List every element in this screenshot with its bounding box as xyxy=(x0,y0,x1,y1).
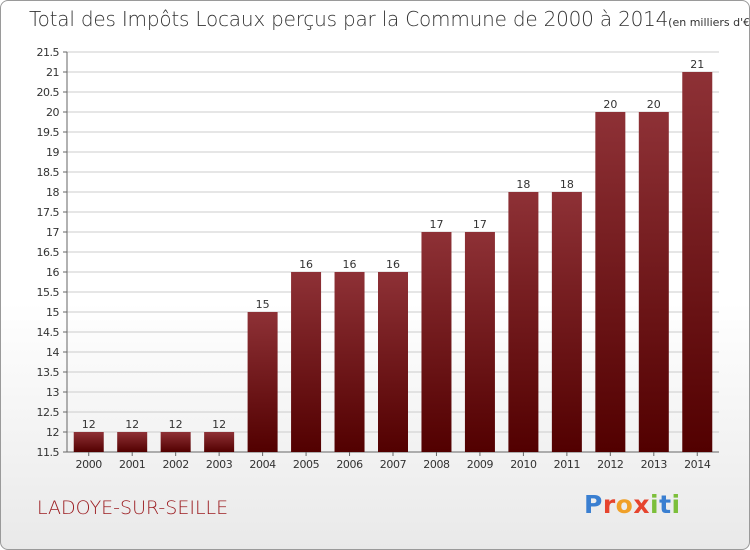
x-tick-label: 2001 xyxy=(119,458,145,471)
x-tick-label: 2010 xyxy=(510,458,537,471)
y-tick-label: 21 xyxy=(46,66,59,79)
y-tick-label: 16 xyxy=(46,266,59,279)
data-label: 12 xyxy=(169,418,183,431)
commune-name: LADOYE-SUR-SEILLE xyxy=(37,497,229,519)
chart-title: Total des Impôts Locaux perçus par la Co… xyxy=(29,7,750,31)
bar xyxy=(247,312,278,452)
bar xyxy=(421,232,452,452)
y-tick-label: 14.5 xyxy=(37,326,60,339)
y-tick-label: 18.5 xyxy=(37,166,60,179)
y-tick-label: 15.5 xyxy=(37,286,60,299)
x-tick-label: 2012 xyxy=(597,458,623,471)
y-tick-label: 12.5 xyxy=(37,406,60,419)
x-tick-label: 2003 xyxy=(206,458,233,471)
data-label: 17 xyxy=(429,218,443,231)
data-label: 12 xyxy=(82,418,96,431)
bar xyxy=(378,272,408,452)
y-tick-label: 13.5 xyxy=(37,366,60,379)
bar xyxy=(117,432,148,452)
y-tick-label: 15 xyxy=(46,306,59,319)
bars xyxy=(73,72,713,452)
chart-title-main: Total des Impôts Locaux perçus par la Co… xyxy=(29,7,669,31)
bar xyxy=(508,192,539,452)
proxiti-logo[interactable]: Proxiti xyxy=(584,490,681,519)
y-tick-label: 20.5 xyxy=(37,86,60,99)
x-tick-label: 2011 xyxy=(554,458,580,471)
y-tick-label: 20 xyxy=(46,106,59,119)
y-tick-label: 11.5 xyxy=(37,446,60,459)
bar xyxy=(464,232,495,452)
y-tick-label: 18 xyxy=(46,186,59,199)
data-label: 18 xyxy=(560,178,574,191)
data-label: 16 xyxy=(386,258,400,271)
data-label: 21 xyxy=(690,58,704,71)
data-label: 20 xyxy=(603,98,617,111)
x-tick-label: 2013 xyxy=(641,458,668,471)
data-label: 18 xyxy=(516,178,530,191)
bar xyxy=(551,192,582,452)
bar xyxy=(638,112,669,452)
labels: 12 2000 12 2001 12 2002 12 2003 15 2004 16 2005 16 20… xyxy=(76,58,712,471)
x-tick-label: 2004 xyxy=(249,458,276,471)
data-label: 17 xyxy=(473,218,487,231)
data-label: 12 xyxy=(125,418,139,431)
x-tick-label: 2006 xyxy=(336,458,363,471)
y-tick-label: 12 xyxy=(46,426,59,439)
y-tick-label: 13 xyxy=(46,386,59,399)
y-tick-label: 16.5 xyxy=(37,246,60,259)
x-tick-label: 2009 xyxy=(467,458,494,471)
bar xyxy=(204,432,235,452)
y-tick-label: 14 xyxy=(46,346,59,359)
x-tick-label: 2007 xyxy=(380,458,407,471)
data-label: 20 xyxy=(647,98,661,111)
bar xyxy=(160,432,191,452)
bar xyxy=(73,432,104,452)
bar xyxy=(595,112,626,452)
x-tick-label: 2014 xyxy=(684,458,711,471)
chart-title-unit: (en milliers d'€) xyxy=(668,16,750,29)
data-label: 16 xyxy=(299,258,313,271)
y-tick-label: 17.5 xyxy=(37,206,60,219)
x-tick-label: 2002 xyxy=(162,458,188,471)
data-label: 15 xyxy=(256,298,270,311)
y-tick-label: 21.5 xyxy=(37,46,60,59)
x-tick-label: 2000 xyxy=(76,458,103,471)
y-tick-label: 17 xyxy=(46,226,59,239)
bar xyxy=(291,272,322,452)
x-tick-label: 2008 xyxy=(423,458,450,471)
bar xyxy=(334,272,365,452)
data-label: 12 xyxy=(212,418,226,431)
y-tick-label: 19 xyxy=(46,146,59,159)
x-tick-label: 2005 xyxy=(293,458,320,471)
bar xyxy=(682,72,713,452)
y-tick-label: 19.5 xyxy=(37,126,60,139)
data-label: 16 xyxy=(343,258,357,271)
